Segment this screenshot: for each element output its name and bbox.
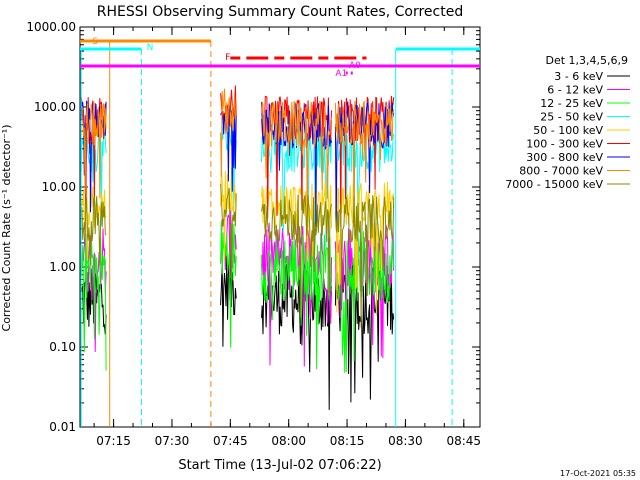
- legend-label: 6 - 12 keV: [547, 84, 603, 97]
- footer-timestamp: 17-Oct-2021 05:35: [560, 469, 636, 478]
- segment-label-n: N: [147, 43, 154, 53]
- y-tick-label: 0.10: [49, 340, 76, 354]
- x-axis-ticks: 07:15 07:30 07:45 08:00 08:15 08:30 08:45: [93, 27, 481, 448]
- legend-label: 300 - 800 keV: [526, 151, 603, 164]
- x-tick-label: 08:00: [271, 434, 306, 448]
- legend-label: 12 - 25 keV: [540, 97, 603, 110]
- series-line: [80, 220, 395, 373]
- segment-label-s: S: [92, 37, 98, 47]
- legend-label: 800 - 7000 keV: [519, 165, 603, 178]
- y-axis-ticks: 0.01 0.10 1.00 10.00 100.00 1000.00: [26, 20, 480, 434]
- x-tick-label: 07:15: [96, 434, 131, 448]
- data-traces: [80, 85, 395, 410]
- x-tick-label: 08:30: [388, 434, 423, 448]
- legend-label: 50 - 100 keV: [533, 124, 603, 137]
- legend-label: 25 - 50 keV: [540, 111, 603, 124]
- y-axis-label: Corrected Count Rate (s⁻¹ detector⁻¹): [0, 125, 13, 332]
- legend-title: Det 1,3,4,5,6,9: [545, 54, 628, 67]
- y-tick-label: 1000.00: [26, 20, 76, 34]
- plot-frame: [79, 26, 481, 428]
- legend-label: 100 - 300 keV: [526, 138, 603, 151]
- series-line: [80, 113, 395, 260]
- y-tick-label: 0.01: [49, 420, 76, 434]
- series-line: [80, 183, 395, 328]
- series-line: [80, 85, 395, 227]
- legend-label: 7000 - 15000 keV: [505, 178, 603, 191]
- y-tick-label: 10.00: [42, 180, 76, 194]
- y-tick-label: 1.00: [49, 260, 76, 274]
- series-line: [80, 249, 395, 410]
- segment-label-a0: A0: [349, 61, 361, 71]
- x-tick-label: 08:45: [446, 434, 481, 448]
- x-axis-label: Start Time (13-Jul-02 07:06:22): [178, 458, 381, 473]
- x-tick-label: 07:45: [213, 434, 248, 448]
- legend-label: 3 - 6 keV: [554, 70, 603, 83]
- y-tick-label: 100.00: [34, 100, 76, 114]
- x-tick-label: 07:30: [155, 434, 190, 448]
- segment-label-a1: A1: [335, 69, 347, 79]
- segment-label-f: F: [225, 53, 230, 63]
- x-tick-label: 08:15: [330, 434, 365, 448]
- chart-title: RHESSI Observing Summary Count Rates, Co…: [97, 4, 463, 20]
- series-line: [80, 88, 395, 236]
